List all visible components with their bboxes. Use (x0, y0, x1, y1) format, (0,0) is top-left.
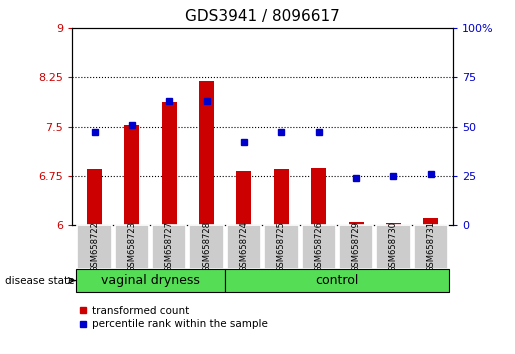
Bar (125, 125, 140, 225)
Bar (227, 225, 261, 269)
Bar (87, 169, 102, 225)
Text: GSM658727: GSM658727 (165, 221, 174, 273)
Text: vaginal dryness: vaginal dryness (101, 274, 200, 287)
Text: GSM658728: GSM658728 (202, 221, 211, 273)
Bar (115, 225, 149, 269)
Text: GSM658726: GSM658726 (314, 221, 323, 273)
Bar (236, 171, 251, 225)
Text: GSM658723: GSM658723 (127, 221, 136, 273)
Bar (301, 225, 336, 269)
Text: GSM658725: GSM658725 (277, 222, 286, 272)
Legend: transformed count, percentile rank within the sample: transformed count, percentile rank withi… (77, 306, 268, 329)
Bar (376, 225, 410, 269)
Title: GDS3941 / 8096617: GDS3941 / 8096617 (185, 9, 340, 24)
Bar (423, 218, 438, 225)
Bar (152, 225, 186, 269)
Text: GSM658731: GSM658731 (426, 221, 435, 273)
Bar (386, 223, 401, 225)
Text: control: control (316, 274, 359, 287)
Bar (274, 169, 289, 225)
Bar (199, 81, 214, 225)
Bar (76, 269, 225, 292)
Bar (225, 269, 450, 292)
Bar (414, 225, 448, 269)
Bar (264, 225, 299, 269)
Bar (339, 225, 373, 269)
Text: GSM658729: GSM658729 (352, 222, 360, 272)
Text: GSM658730: GSM658730 (389, 221, 398, 273)
Bar (190, 225, 224, 269)
Bar (311, 168, 326, 225)
Text: GSM658724: GSM658724 (239, 222, 248, 272)
Text: GSM658722: GSM658722 (90, 222, 99, 272)
Bar (162, 102, 177, 225)
Bar (77, 225, 112, 269)
Bar (349, 222, 364, 225)
Text: disease state: disease state (5, 276, 75, 286)
